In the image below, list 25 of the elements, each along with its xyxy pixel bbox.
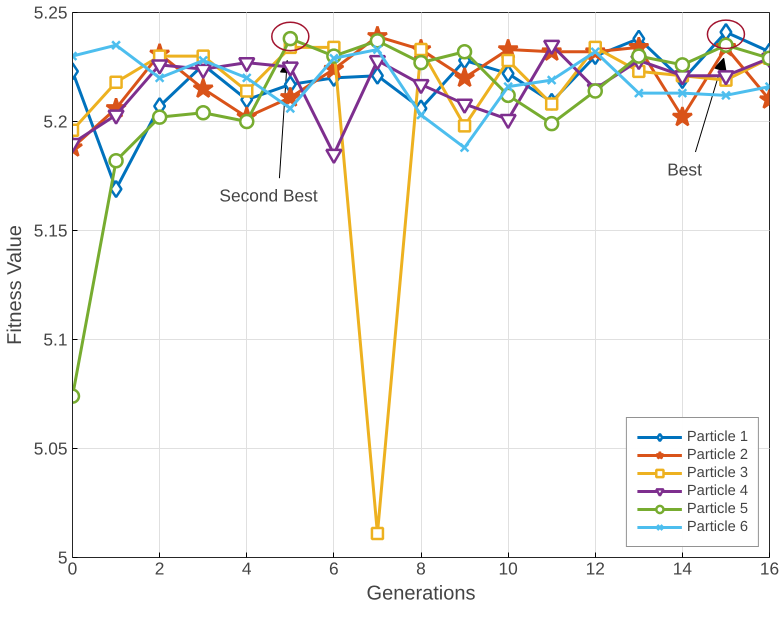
y-tick-label: 5	[58, 548, 68, 568]
legend-label: Particle 4	[686, 482, 748, 500]
legend-label: Particle 3	[686, 464, 748, 482]
y-axis-title: Fitness Value	[4, 225, 26, 345]
legend-label: Particle 6	[686, 518, 748, 536]
annotation: Best	[667, 159, 702, 180]
x-tick-label: 14	[672, 558, 692, 578]
legend-label: Particle 1	[686, 428, 748, 446]
x-axis-title: Generations	[366, 582, 476, 604]
x-tick-label: 0	[68, 558, 78, 578]
x-tick-label: 16	[760, 558, 780, 578]
legend-label: Particle 5	[686, 500, 748, 518]
y-tick-label: 5.15	[34, 220, 68, 240]
annotation: Second Best	[219, 186, 318, 206]
legend-label: Particle 2	[686, 446, 748, 464]
y-tick-label: 5.25	[34, 2, 68, 22]
x-tick-label: 6	[329, 558, 339, 578]
x-tick-label: 2	[154, 558, 164, 578]
x-tick-label: 4	[242, 558, 252, 578]
y-tick-label: 5.2	[43, 112, 68, 132]
x-tick-label: 10	[498, 558, 518, 578]
x-tick-label: 8	[416, 558, 426, 578]
x-tick-label: 12	[586, 558, 605, 578]
y-tick-label: 5.1	[43, 330, 68, 350]
y-tick-label: 5.05	[34, 438, 68, 458]
